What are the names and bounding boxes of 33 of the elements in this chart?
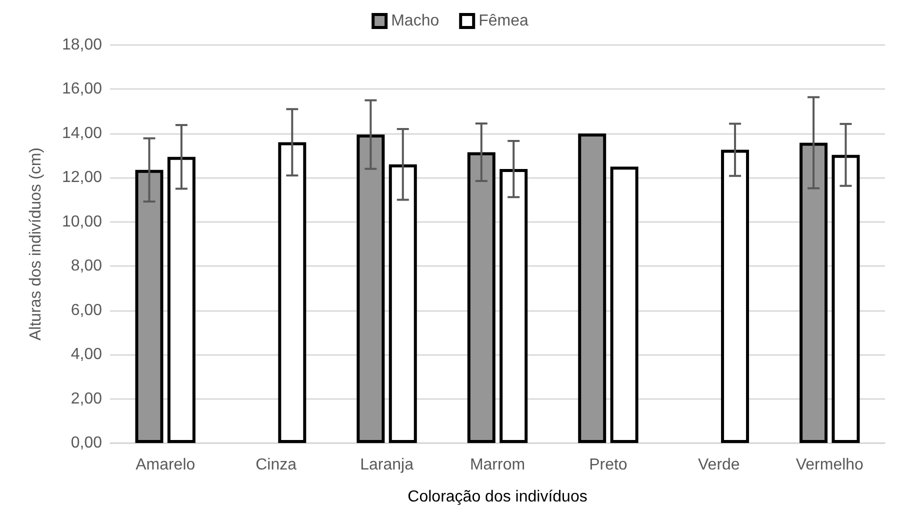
x-tick-label: Verde [698, 456, 740, 474]
x-tick-label: Preto [589, 456, 628, 474]
y-tick-label: 12,00 [62, 169, 102, 186]
x-tick-label: Laranja [360, 456, 414, 474]
bar [578, 133, 606, 443]
bar [356, 134, 385, 443]
x-tick-label: Vermelho [796, 456, 864, 474]
y-tick-label: 16,00 [62, 80, 102, 98]
y-tick-label: 8,00 [70, 258, 102, 275]
legend-label: Macho [391, 12, 440, 30]
bar [800, 142, 828, 443]
legend-label: Fêmea [478, 12, 529, 30]
y-axis-title: Alturas dos indivíduos (cm) [28, 148, 44, 340]
y-tick-label: 4,00 [70, 346, 102, 364]
bar [500, 169, 528, 443]
bar [167, 156, 196, 443]
x-tick-label: Amarelo [136, 456, 196, 474]
y-tick-label: 14,00 [62, 124, 102, 142]
bar [467, 152, 496, 443]
bar [278, 142, 306, 443]
bar [135, 170, 164, 443]
x-tick-label: Marrom [470, 456, 526, 474]
bar [610, 166, 638, 443]
y-tick-label: 0,00 [70, 434, 102, 452]
bar [832, 154, 860, 443]
y-tick-label: 10,00 [62, 213, 102, 230]
y-tick-label: 6,00 [70, 302, 102, 319]
bar [721, 150, 750, 443]
bar [388, 164, 417, 443]
x-tick-label: Cinza [256, 456, 297, 474]
y-tick-label: 18,00 [62, 36, 102, 54]
x-axis-title: Coloração dos indivíduos [408, 488, 588, 506]
y-tick-label: 2,00 [70, 390, 102, 408]
